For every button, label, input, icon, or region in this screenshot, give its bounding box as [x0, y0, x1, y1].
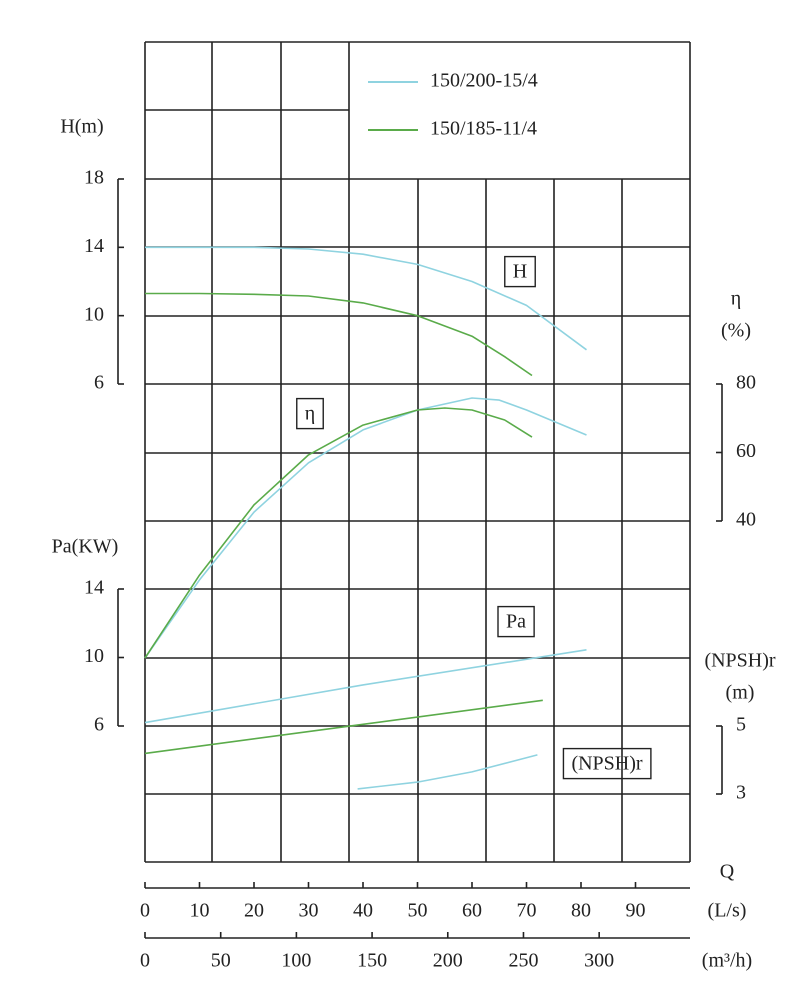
curve: [357, 754, 538, 790]
y-tick-label: 6: [94, 714, 104, 736]
curve-label: H: [513, 261, 527, 283]
x-axis-unit: (m³/h): [702, 950, 752, 972]
x-tick-label: 40: [353, 900, 373, 922]
curve-label: Pa: [506, 611, 526, 633]
x-tick-label: 0: [140, 950, 150, 972]
y-tick-label: 60: [736, 440, 756, 462]
y-axis-label: (%): [721, 320, 751, 342]
y-tick-label: 6: [94, 372, 104, 394]
x-tick-label: 200: [433, 950, 463, 972]
y-tick-label: 14: [84, 235, 104, 257]
legend-label: 150/185-11/4: [430, 118, 537, 140]
y-tick-label: 3: [736, 782, 746, 804]
curve-label: η: [305, 403, 315, 425]
x-tick-label: 20: [244, 900, 264, 922]
y-tick-label: 10: [84, 645, 104, 667]
x-tick-label: 10: [190, 900, 210, 922]
y-axis-label: (m): [726, 682, 755, 704]
y-tick-label: 18: [84, 167, 104, 189]
curve: [145, 246, 587, 351]
x-tick-label: 80: [571, 900, 591, 922]
x-tick-label: 70: [517, 900, 537, 922]
curve: [144, 407, 533, 659]
x-axis-label: Q: [720, 861, 735, 883]
legend-label: 150/200-15/4: [430, 70, 538, 92]
y-tick-label: 40: [736, 509, 756, 531]
curve-label-box: [497, 605, 535, 638]
x-tick-label: 100: [281, 950, 311, 972]
x-axis-unit: (L/s): [708, 900, 747, 922]
x-tick-label: 250: [508, 950, 538, 972]
curve: [144, 649, 587, 724]
y-tick-label: 80: [736, 372, 756, 394]
y-axis-label: H(m): [60, 116, 103, 138]
x-tick-label: 30: [299, 900, 319, 922]
x-tick-label: 300: [584, 950, 614, 972]
curve: [145, 292, 533, 377]
curve-label-box: [504, 255, 536, 288]
x-tick-label: 90: [626, 900, 646, 922]
x-tick-label: 50: [408, 900, 428, 922]
x-tick-label: 60: [462, 900, 482, 922]
curve-label-box: [296, 397, 324, 430]
curve: [144, 699, 543, 755]
y-tick-label: 14: [84, 577, 104, 599]
grid: [144, 41, 691, 863]
y-tick-label: 10: [84, 303, 104, 325]
curve: [144, 397, 587, 659]
curve-label: (NPSH)r: [571, 753, 642, 775]
x-tick-label: 50: [211, 950, 231, 972]
y-axis-label: (NPSH)r: [704, 650, 775, 672]
y-tick-label: 5: [736, 714, 746, 736]
y-axis-label: η: [731, 288, 741, 310]
x-tick-label: 150: [357, 950, 387, 972]
y-axis-label: Pa(KW): [52, 536, 119, 558]
x-tick-label: 0: [140, 900, 150, 922]
curve-label-box: [562, 747, 652, 780]
